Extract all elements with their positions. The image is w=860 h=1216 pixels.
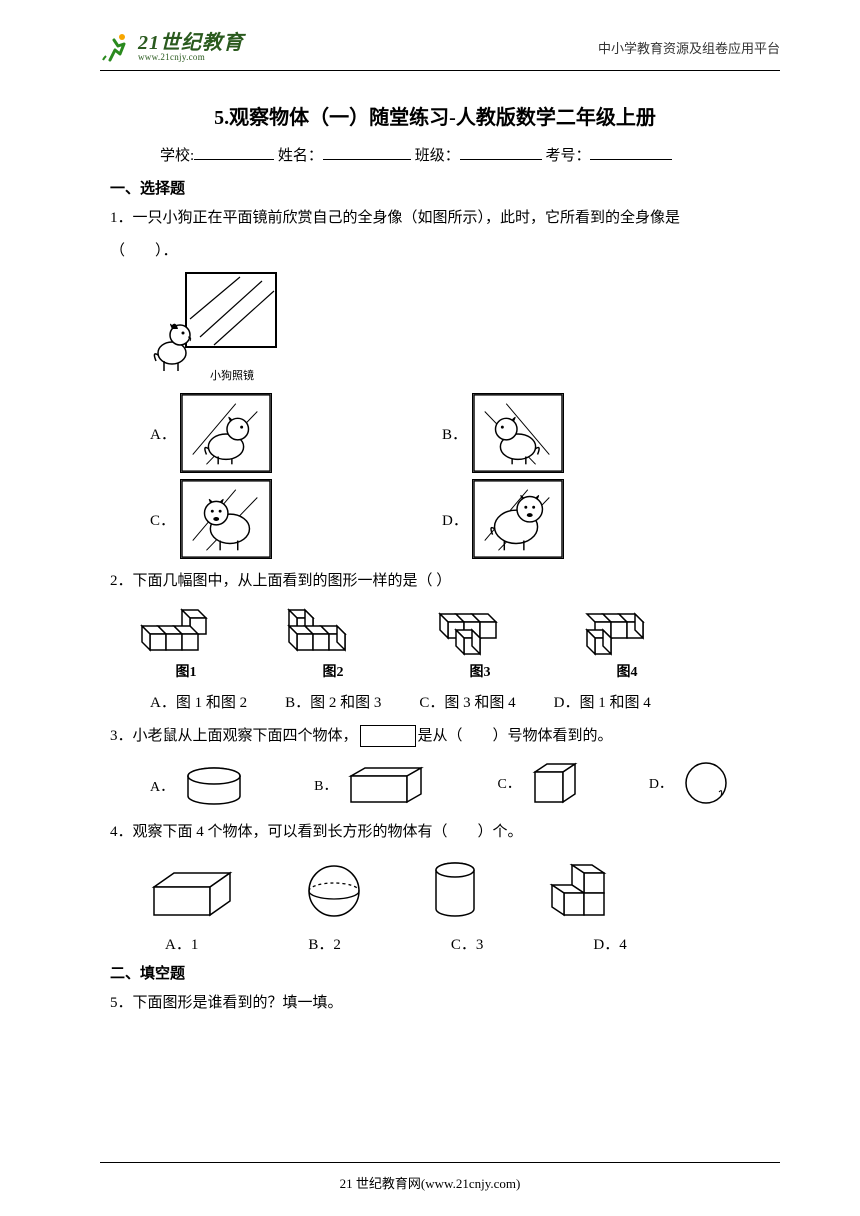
name-blank[interactable] (323, 145, 411, 160)
q2-text: 2．下面几幅图中，从上面看到的图形一样的是（ ） (110, 567, 760, 596)
footer-text: 21 世纪教育网(www.21cnjy.com) (0, 1173, 860, 1192)
q4-figures (150, 861, 760, 919)
cuboid-icon (347, 764, 427, 806)
q2-opt-c: C．图 3 和图 4 (419, 691, 515, 712)
page-title: 5.观察物体（一）随堂练习-人教版数学二年级上册 (110, 101, 760, 130)
q2-options: A．图 1 和图 2 B．图 2 和图 3 C．图 3 和图 4 D．图 1 和… (150, 691, 760, 712)
q1-text-a: 1．一只小狗正在平面镜前欣赏自己的全身像（如图所示），此时，它所看到的全身像是 (110, 204, 760, 233)
q4-text: 4．观察下面 4 个物体，可以看到长方形的物体有（ ）个。 (110, 818, 760, 847)
q1-opt-a-image (180, 393, 272, 473)
page-footer: 21 世纪教育网(www.21cnjy.com) (0, 1162, 860, 1192)
logo: 21世纪教育 www.21cnjy.com (100, 30, 244, 64)
q1-opt-d-image (472, 479, 564, 559)
q1-opt-c-image (180, 479, 272, 559)
q3-a-label: A． (150, 776, 174, 796)
section-1-choice: 一、选择题 (110, 177, 760, 198)
q1-opt-c-label: C． (150, 509, 180, 530)
q3-text-a: 3．小老鼠从上面观察下面四个物体， (110, 728, 358, 744)
q2-fig2: 图2 (287, 606, 379, 681)
q2-opt-a: A．图 1 和图 2 (150, 691, 247, 712)
sphere-icon (683, 760, 729, 806)
q1-opt-d-label: D． (442, 509, 472, 530)
q4-cylinder (432, 861, 478, 919)
q5-text: 5．下面图形是谁看到的？填一填。 (110, 989, 760, 1018)
q4-cuboid (150, 869, 236, 919)
q4-options: A．1 B．2 C．3 D．4 (165, 933, 760, 954)
q3-b-label: B． (314, 775, 337, 795)
class-blank[interactable] (460, 145, 542, 160)
q3-text-b: 是从（ ）号物体看到的。 (418, 728, 613, 744)
q3-opt-b: B． (314, 764, 427, 806)
logo-url: www.21cnjy.com (138, 53, 244, 62)
q2-opt-d: D．图 1 和图 4 (554, 691, 651, 712)
cube-icon (531, 760, 579, 806)
q1-row-ab: A． B． (150, 393, 760, 473)
content: 5.观察物体（一）随堂练习-人教版数学二年级上册 学校: 姓名： 班级： 考号：… (0, 71, 860, 1017)
q4-opt-b: B．2 (308, 933, 341, 954)
q2-fig3: 图3 (434, 606, 526, 681)
q3-opt-a: A． (150, 766, 244, 806)
q1-opt-b-label: B． (442, 423, 472, 444)
logo-text: 21世纪教育 (138, 33, 244, 53)
q1-opt-a-label: A． (150, 423, 180, 444)
id-label: 考号： (545, 148, 590, 164)
q3-opt-c: C． (497, 760, 578, 806)
q2-opt-b: B．图 2 和图 3 (285, 691, 381, 712)
class-label: 班级： (415, 148, 460, 164)
q2-cap4: 图4 (617, 661, 638, 681)
section-2-fill: 二、填空题 (110, 962, 760, 983)
footer-divider (100, 1162, 780, 1163)
q2-cap3: 图3 (470, 661, 491, 681)
svg-text:小狗照镜: 小狗照镜 (210, 368, 254, 382)
page-header: 21世纪教育 www.21cnjy.com 中小学教育资源及组卷应用平台 (0, 0, 860, 70)
q3-text: 3．小老鼠从上面观察下面四个物体， 是从（ ）号物体看到的。 (110, 722, 760, 751)
q1-row-cd: C． D． (150, 479, 760, 559)
q1-opt-b-image (472, 393, 564, 473)
q2-cap2: 图2 (323, 661, 344, 681)
student-info-line: 学校: 姓名： 班级： 考号： (160, 144, 760, 165)
q3-rect-inline (360, 725, 416, 747)
q2-fig1: 图1 (140, 606, 232, 681)
q3-d-label: D． (649, 773, 673, 793)
q2-figures: 图1 图2 (140, 606, 760, 681)
q3-opt-d: D． (649, 760, 729, 806)
q4-opt-c: C．3 (451, 933, 484, 954)
q4-opt-d: D．4 (593, 933, 626, 954)
q4-sphere (306, 863, 362, 919)
runner-icon (100, 30, 134, 64)
q4-opt-a: A．1 (165, 933, 198, 954)
q1-text-b: （ ）． (110, 237, 760, 266)
q3-c-label: C． (497, 773, 520, 793)
school-blank[interactable] (194, 145, 274, 160)
cylinder-icon (184, 766, 244, 806)
q2-fig4: 图4 (581, 606, 673, 681)
q2-cap1: 图1 (176, 661, 197, 681)
name-label: 姓名： (278, 148, 323, 164)
school-label: 学校: (160, 148, 194, 164)
q3-options-row: A． B． C． (150, 760, 760, 806)
header-right-text: 中小学教育资源及组卷应用平台 (598, 38, 780, 57)
q1-mirror-figure: 小狗照镜 (150, 271, 280, 383)
id-blank[interactable] (590, 145, 672, 160)
q4-lshape (548, 861, 610, 919)
